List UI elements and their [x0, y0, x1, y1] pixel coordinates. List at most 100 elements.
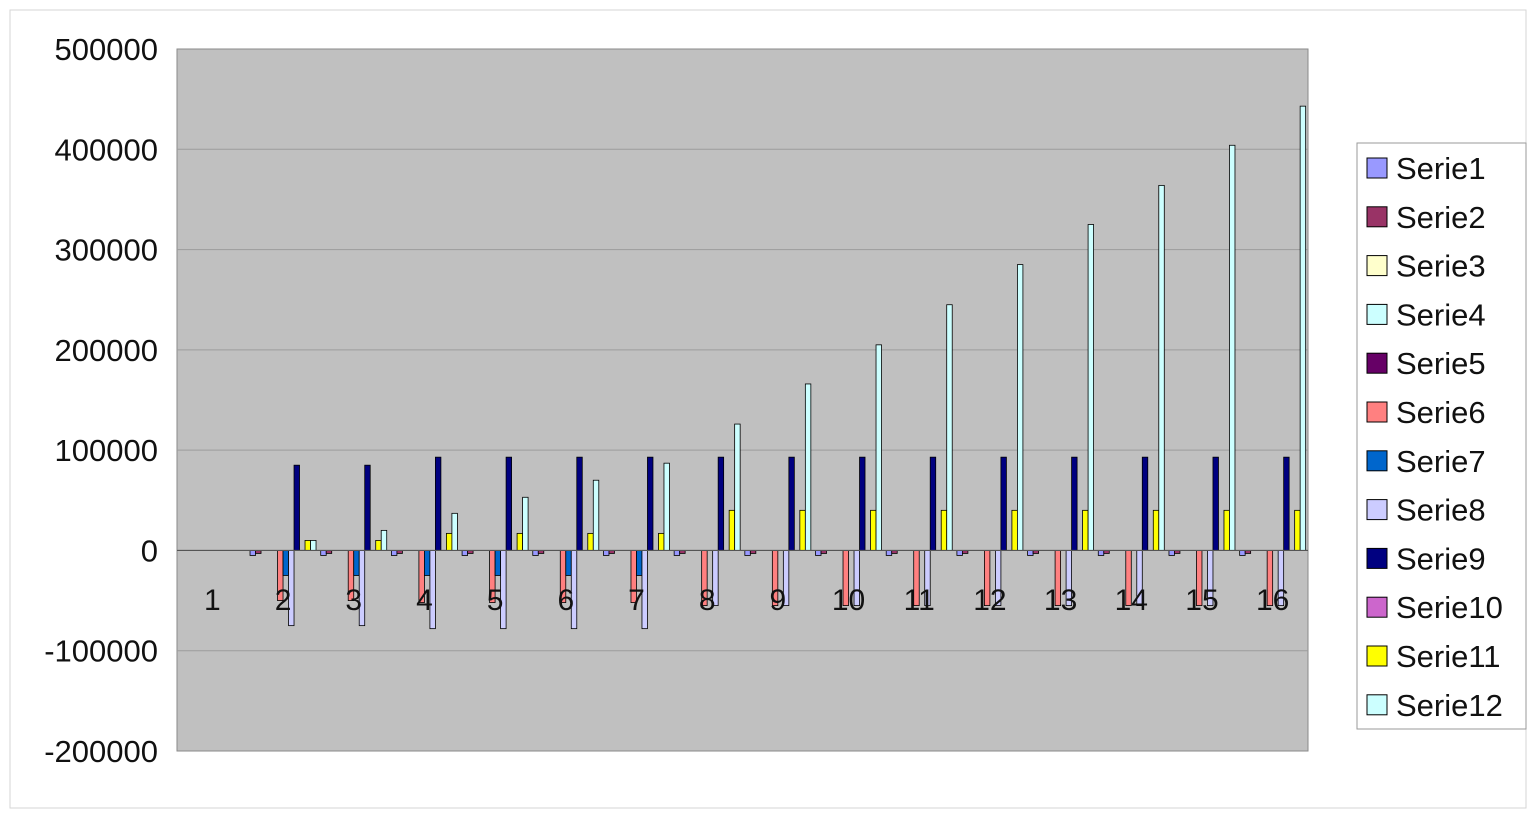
legend-swatch: [1366, 596, 1388, 618]
bar: [859, 456, 866, 551]
bar: [870, 509, 877, 551]
bar: [1223, 509, 1230, 551]
bar: [663, 462, 670, 551]
bar: [353, 550, 360, 576]
bar: [636, 550, 643, 576]
bar: [1071, 456, 1078, 551]
x-category-label: 6: [557, 584, 574, 617]
bar: [799, 509, 806, 551]
bar: [734, 423, 741, 551]
legend-label: Serie8: [1396, 493, 1486, 528]
legend-label: Serie1: [1396, 151, 1486, 186]
bar: [522, 496, 529, 551]
legend-label: Serie4: [1396, 297, 1486, 332]
y-tick-label: 0: [141, 533, 158, 568]
y-tick-label: 500000: [55, 32, 158, 67]
y-tick-label: -200000: [44, 734, 158, 769]
legend-swatch: [1366, 255, 1388, 277]
bar: [1027, 550, 1034, 556]
bar: [1239, 550, 1246, 556]
x-category-label: 4: [416, 584, 433, 617]
bar: [744, 550, 751, 556]
legend-label: Serie3: [1396, 249, 1486, 284]
bar: [505, 456, 512, 551]
bar: [1087, 224, 1094, 551]
legend-label: Serie6: [1396, 395, 1486, 430]
legend-swatch: [1366, 694, 1388, 716]
plot-area: [176, 48, 1309, 752]
legend-swatch: [1366, 547, 1388, 569]
bar: [1011, 509, 1018, 551]
bar: [380, 529, 388, 551]
y-tick-label: 300000: [55, 233, 158, 268]
legend-swatch: [1366, 157, 1388, 179]
x-category-label: 16: [1256, 584, 1289, 617]
bar: [885, 550, 893, 556]
bar: [293, 464, 300, 551]
legend-swatch: [1366, 499, 1388, 521]
bar: [592, 479, 600, 551]
bar: [451, 512, 458, 551]
bar: [310, 540, 317, 551]
y-tick-label: -100000: [44, 634, 158, 669]
x-category-label: 2: [275, 584, 292, 617]
x-category-label: 15: [1185, 584, 1218, 617]
bar: [647, 456, 654, 551]
legend-label: Serie12: [1396, 688, 1503, 723]
bar: [446, 532, 453, 551]
bar: [717, 456, 725, 551]
bar: [956, 550, 963, 556]
bar: [1082, 509, 1089, 551]
y-tick-label: 200000: [55, 333, 158, 368]
legend-label: Serie7: [1396, 444, 1486, 479]
legend-label: Serie11: [1396, 639, 1501, 674]
y-tick-label: 400000: [55, 132, 158, 167]
x-category-label: 5: [487, 584, 504, 617]
bar: [1168, 550, 1175, 556]
bar: [424, 550, 431, 576]
legend-swatch: [1366, 303, 1388, 325]
bar: [391, 550, 398, 556]
x-category-label: 11: [904, 584, 935, 617]
x-category-label: 12: [973, 584, 1006, 617]
legend-box: [1356, 142, 1527, 730]
x-category-label: 7: [628, 584, 645, 617]
bar: [658, 532, 665, 551]
legend-swatch: [1366, 352, 1388, 374]
bar: [494, 550, 501, 576]
x-category-label: 9: [770, 584, 787, 617]
x-category-label: 8: [699, 584, 716, 617]
x-category-label: 10: [832, 584, 865, 617]
legend-label: Serie2: [1396, 200, 1486, 235]
bar: [1299, 105, 1307, 551]
bar: [461, 550, 468, 556]
bar: [320, 550, 327, 556]
bar: [435, 456, 442, 551]
bar: [673, 550, 681, 556]
legend-swatch: [1366, 645, 1388, 667]
bar: [1017, 264, 1024, 551]
bar: [728, 509, 736, 551]
bar: [1294, 509, 1301, 551]
bar: [929, 456, 937, 551]
bar: [576, 456, 583, 551]
legend-swatch: [1366, 450, 1388, 472]
bar: [282, 550, 289, 576]
legend-label: Serie9: [1396, 541, 1486, 576]
bar: [516, 532, 523, 551]
bar: [788, 456, 795, 551]
bar: [1158, 184, 1165, 551]
bar: [875, 344, 882, 551]
legend-label: Serie10: [1396, 590, 1503, 625]
bar: [946, 304, 953, 551]
bar: [1212, 456, 1219, 551]
bar: [1283, 456, 1290, 551]
bar: [532, 550, 539, 556]
legend-swatch: [1366, 206, 1388, 228]
bar: [940, 509, 948, 551]
bar: [603, 550, 610, 556]
bar: [1141, 456, 1149, 551]
bar: [304, 540, 311, 551]
